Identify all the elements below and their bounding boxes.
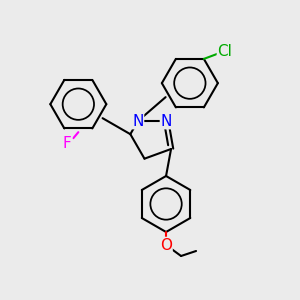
Text: F: F xyxy=(63,136,72,151)
Text: N: N xyxy=(132,114,143,129)
Text: Cl: Cl xyxy=(218,44,232,59)
Text: N: N xyxy=(160,114,172,129)
Text: O: O xyxy=(160,238,172,253)
